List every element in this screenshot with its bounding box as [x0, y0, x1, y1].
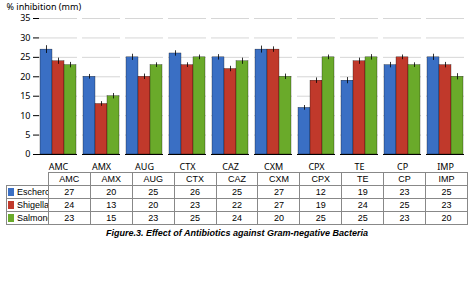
- html-text:23: 23: [399, 187, 410, 197]
- html-text:22: 22: [232, 200, 242, 210]
- html-text:TE: TE: [356, 174, 369, 184]
- html-text:24: 24: [357, 200, 368, 210]
- html-text:25: 25: [315, 213, 326, 223]
- svg-text:CTX: CTX: [180, 160, 197, 172]
- svg-text:20: 20: [20, 70, 30, 83]
- svg-text:35: 35: [20, 11, 30, 24]
- svg-text:CXM: CXM: [264, 160, 283, 172]
- svg-text:IMP: IMP: [437, 160, 454, 172]
- html-text:20: 20: [106, 187, 117, 197]
- html-text:CAZ: CAZ: [228, 174, 246, 184]
- html-text:24: 24: [64, 200, 75, 210]
- svg-text:0: 0: [25, 147, 30, 160]
- html-text:25: 25: [399, 200, 410, 210]
- html-text:CPX: CPX: [311, 174, 330, 184]
- svg-text:25: 25: [20, 50, 30, 63]
- html-text:CXM: CXM: [268, 174, 289, 184]
- svg-text:CP: CP: [397, 160, 408, 172]
- html-text:CTX: CTX: [186, 174, 205, 184]
- svg-text:CPX: CPX: [308, 160, 325, 172]
- html-text:27: 27: [64, 187, 75, 197]
- html-text:19: 19: [315, 200, 326, 210]
- html-text:20: 20: [148, 200, 159, 210]
- html-text:25: 25: [190, 213, 201, 223]
- svg-text:10: 10: [20, 109, 30, 122]
- html-text:20: 20: [273, 213, 284, 223]
- html-text:23: 23: [64, 213, 75, 223]
- html-text:23: 23: [399, 213, 410, 223]
- html-text:23: 23: [190, 200, 201, 210]
- html-text:19: 19: [357, 187, 368, 197]
- html-text:27: 27: [273, 187, 284, 197]
- html-text:AMX: AMX: [101, 174, 121, 184]
- svg-text:CAZ: CAZ: [222, 160, 239, 172]
- html-text:26: 26: [190, 187, 201, 197]
- svg-text:AMX: AMX: [92, 160, 112, 172]
- html-text:25: 25: [441, 187, 452, 197]
- html-text:25: 25: [357, 213, 368, 223]
- svg-text:% inhibition (mm): % inhibition (mm): [7, 0, 82, 13]
- svg-text:30: 30: [20, 31, 30, 44]
- html-text:Figure.3. Effect of Antibiotic: Figure.3. Effect of Antibiotics against …: [106, 228, 368, 238]
- html-text:23: 23: [441, 200, 452, 210]
- html-text:13: 13: [106, 200, 117, 210]
- html-text:24: 24: [232, 213, 242, 223]
- html-text:IMP: IMP: [438, 174, 455, 184]
- html-text:20: 20: [441, 213, 452, 223]
- svg-text:AUG: AUG: [135, 160, 154, 172]
- html-text:15: 15: [106, 213, 117, 223]
- svg-text:15: 15: [20, 89, 30, 102]
- svg-text:AMC: AMC: [49, 160, 69, 172]
- html-text:25: 25: [148, 187, 159, 197]
- html-text:AUG: AUG: [143, 174, 163, 184]
- html-text:25: 25: [232, 187, 242, 197]
- html-text:23: 23: [148, 213, 159, 223]
- html-text:CP: CP: [398, 174, 411, 184]
- html-text:12: 12: [315, 187, 326, 197]
- svg-text:TE: TE: [354, 160, 364, 172]
- html-text:27: 27: [273, 200, 284, 210]
- html-text:AMC: AMC: [59, 174, 80, 184]
- svg-text:5: 5: [25, 128, 30, 141]
